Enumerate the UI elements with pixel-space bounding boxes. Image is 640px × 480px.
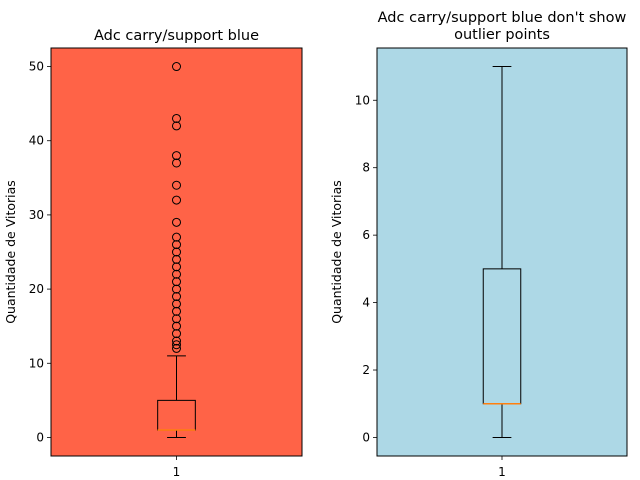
x-tick-label: 1 [498,465,506,479]
outlier-point [172,262,181,272]
y-tick-label: 6 [362,228,370,242]
outlier-point [172,62,181,72]
y-tick-label: 10 [29,356,44,370]
outlier-point [172,158,181,168]
outlier-point [172,340,181,350]
y-tick-label: 0 [362,430,370,444]
outlier-point [172,292,181,302]
outlier-point [172,314,181,324]
outlier-point [172,299,181,309]
y-tick-label: 4 [362,296,370,310]
y-tick-label: 2 [362,363,370,377]
y-tick-label: 20 [29,282,44,296]
y-axis-label: Quantidade de Vitorias [3,180,18,324]
outlier-point [172,247,181,257]
y-tick-label: 30 [29,208,44,222]
outlier-point [172,284,181,294]
outlier-point [172,343,181,353]
outlier-point [172,180,181,190]
y-axis-label: Quantidade de Vitorias [329,180,344,324]
chart-2: 0 2 4 6 8 10 1 Adc carry/support blue don't sho… [329,10,628,479]
outlier-point [172,232,181,242]
chart-1: 0 10 20 30 40 50 1 Adc carry/support blue Quanti… [3,28,303,479]
outlier-point [172,254,181,264]
outlier-point [172,277,181,287]
outlier-point [172,321,181,331]
outlier-point [172,306,181,316]
outlier-point [172,121,181,131]
y-tick-label: 10 [355,93,370,107]
outlier-point [172,113,181,123]
outlier-point [172,240,181,250]
plot-frame [50,47,303,457]
y-tick-label: 40 [29,134,44,148]
chart-title: Adc carry/support blue don't show outlier… [378,10,627,43]
outlier-point [172,329,181,339]
chart-title: Adc carry/support blue [94,28,259,44]
y-tick-label: 50 [29,60,44,74]
outlier-point [172,195,181,205]
outlier-point [172,151,181,161]
y-tick-label: 0 [36,430,44,444]
y-tick-label: 8 [362,161,370,175]
outlier-point [172,217,181,227]
outlier-point [172,269,181,279]
x-tick-label: 1 [173,465,181,479]
outlier-point [172,336,181,346]
plot-frame [376,47,628,457]
